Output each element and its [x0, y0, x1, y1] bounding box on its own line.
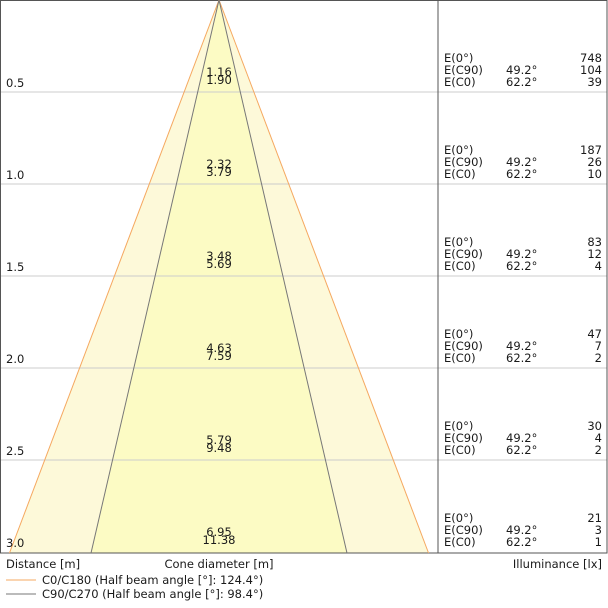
illuminance-row-label: E(C0): [444, 443, 476, 457]
illuminance-row-label: E(0°): [444, 51, 473, 65]
illuminance-row-label: E(0°): [444, 143, 473, 157]
c0-edge-left: [9, 0, 220, 554]
cone-diameter-c90: 11.38: [203, 533, 236, 547]
cone-diameter-c0: 1.16: [206, 65, 232, 79]
illuminance-ec0-value: 10: [587, 167, 602, 181]
illuminance-row-label: E(C0): [444, 351, 476, 365]
angle-c90: 49.2°: [506, 431, 537, 445]
distance-label: 1.0: [6, 168, 24, 182]
x-axis-label-distance: Distance [m]: [6, 557, 80, 571]
cone-diameter-c0: 3.48: [206, 249, 232, 263]
illuminance-row-label: E(C90): [444, 523, 483, 537]
angle-c90: 49.2°: [506, 247, 537, 261]
illuminance-ec0-value: 39: [587, 75, 602, 89]
angle-c0: 62.2°: [506, 75, 537, 89]
cone-diameter-c90: 9.48: [206, 441, 232, 455]
angle-c0: 62.2°: [506, 167, 537, 181]
illuminance-row-label: E(C90): [444, 339, 483, 353]
illuminance-ec0-value: 2: [595, 443, 602, 457]
illuminance-e0-value: 21: [587, 511, 602, 525]
illuminance-row-label: E(C90): [444, 247, 483, 261]
c90-edge-left: [90, 0, 220, 554]
illuminance-row-label: E(0°): [444, 327, 473, 341]
illuminance-e0-value: 47: [587, 327, 602, 341]
illuminance-ec0-value: 1: [595, 535, 602, 549]
distance-label: 3.0: [6, 536, 24, 550]
illuminance-row-label: E(0°): [444, 419, 473, 433]
axis-labels: Distance [m] Cone diameter [m] Illuminance…: [6, 557, 602, 571]
illuminance-ec0-value: 4: [595, 259, 602, 273]
c0-edge-right: [218, 0, 429, 554]
cone-diameter-c0: 5.79: [206, 433, 232, 447]
illuminance-e90-value: 104: [580, 63, 602, 77]
cone-outlines: [9, 0, 429, 554]
cone-diameter-c90: 7.59: [206, 349, 232, 363]
illuminance-row-label: E(C90): [444, 431, 483, 445]
cone-diameter-c90: 5.69: [206, 257, 232, 271]
distance-label: 2.5: [6, 444, 24, 458]
illuminance-e90-value: 3: [595, 523, 602, 537]
illuminance-row-label: E(0°): [444, 511, 473, 525]
angle-c90: 49.2°: [506, 63, 537, 77]
illuminance-row-label: E(C0): [444, 75, 476, 89]
illuminance-ec0-value: 2: [595, 351, 602, 365]
illuminance-row-label: E(C0): [444, 259, 476, 273]
angle-c0: 62.2°: [506, 259, 537, 273]
illuminance-row-label: E(C90): [444, 155, 483, 169]
illuminance-row-label: E(0°): [444, 235, 473, 249]
cone-diameter-c90: 3.79: [206, 165, 232, 179]
grid-lines: [0, 0, 608, 554]
angle-c90: 49.2°: [506, 523, 537, 537]
cone-diameter-c0: 4.63: [206, 341, 232, 355]
illuminance-row-label: E(C90): [444, 63, 483, 77]
legend: C0/C180 (Half beam angle [°]: 124.4°)C90…: [6, 573, 263, 601]
illuminance-e90-value: 12: [587, 247, 602, 261]
distance-label: 1.5: [6, 260, 24, 274]
cone-diameter-c90: 1.90: [206, 73, 232, 87]
chart-frame: [0, 0, 608, 554]
x-axis-label-cone-diameter: Cone diameter [m]: [164, 557, 273, 571]
angle-c0: 62.2°: [506, 535, 537, 549]
angle-c0: 62.2°: [506, 351, 537, 365]
angle-c0: 62.2°: [506, 443, 537, 457]
illuminance-e90-value: 26: [587, 155, 602, 169]
distance-label: 0.5: [6, 76, 24, 90]
illuminance-e90-value: 7: [595, 339, 602, 353]
illuminance-e0-value: 30: [587, 419, 602, 433]
illuminance-e90-value: 4: [595, 431, 602, 445]
illuminance-e0-value: 187: [580, 143, 602, 157]
illuminance-e0-value: 748: [580, 51, 602, 65]
angle-c90: 49.2°: [506, 155, 537, 169]
legend-label: C90/C270 (Half beam angle [°]: 98.4°): [42, 587, 263, 601]
x-axis-label-illuminance: Illuminance [lx]: [513, 557, 602, 571]
illuminance-row-label: E(C0): [444, 167, 476, 181]
cone-diameter-c0: 6.95: [206, 525, 232, 539]
c90-edge-right: [218, 0, 348, 554]
angle-c90: 49.2°: [506, 339, 537, 353]
legend-label: C0/C180 (Half beam angle [°]: 124.4°): [42, 573, 263, 587]
illuminance-e0-value: 83: [587, 235, 602, 249]
distance-label: 2.0: [6, 352, 24, 366]
cone-diameter-c0: 2.32: [206, 157, 232, 171]
illuminance-row-label: E(C0): [444, 535, 476, 549]
